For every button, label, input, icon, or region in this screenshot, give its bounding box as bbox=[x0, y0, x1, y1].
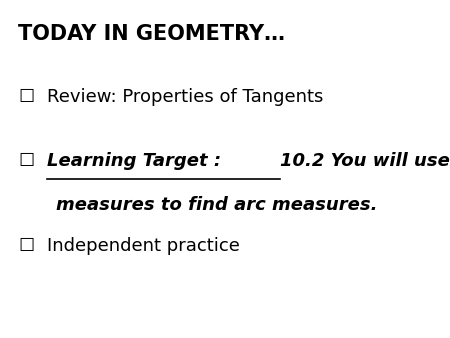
Text: Learning Target :: Learning Target : bbox=[47, 152, 228, 170]
Text: ☐: ☐ bbox=[18, 152, 34, 170]
Text: ☐: ☐ bbox=[18, 88, 34, 106]
Text: Independent practice: Independent practice bbox=[47, 237, 240, 255]
Text: Review: Properties of Tangents: Review: Properties of Tangents bbox=[47, 88, 324, 106]
Text: ☐: ☐ bbox=[18, 237, 34, 255]
Text: measures to find arc measures.: measures to find arc measures. bbox=[56, 196, 378, 214]
Text: 10.2 You will use angle: 10.2 You will use angle bbox=[280, 152, 450, 170]
Text: TODAY IN GEOMETRY…: TODAY IN GEOMETRY… bbox=[18, 24, 285, 44]
